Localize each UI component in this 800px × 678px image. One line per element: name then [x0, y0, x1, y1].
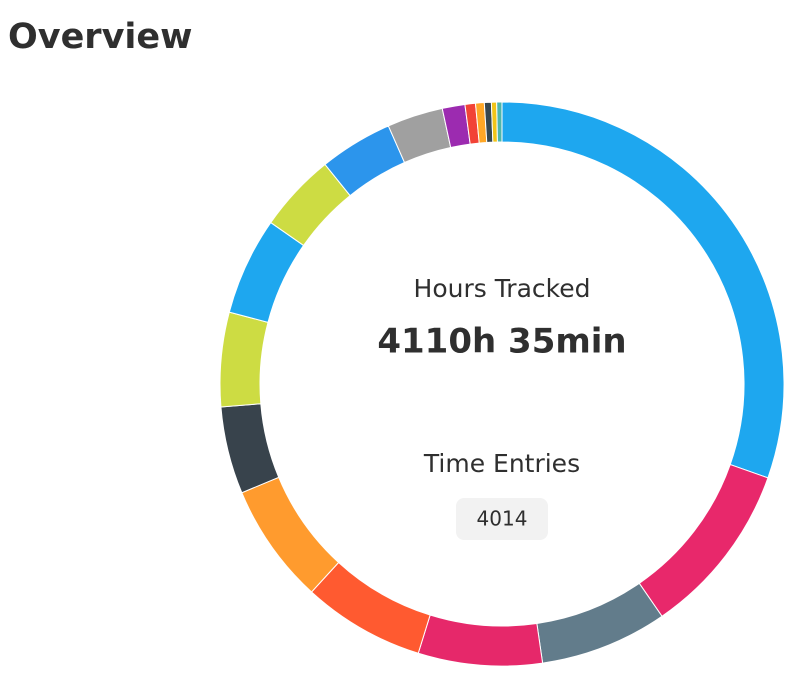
entries-label: Time Entries [423, 449, 580, 478]
donut-segment [496, 101, 503, 143]
page-title: Overview [8, 17, 192, 57]
donut-segment [219, 311, 269, 408]
donut-chart [219, 101, 785, 667]
donut-segment [638, 463, 769, 617]
hours-label: Hours Tracked [414, 274, 591, 303]
entries-badge [456, 498, 548, 540]
donut-segment [536, 582, 663, 664]
donut-segment [241, 476, 340, 593]
donut-segment [417, 614, 544, 667]
entries-value: 4014 [477, 507, 528, 531]
donut-segment [310, 561, 431, 654]
donut-segment [220, 403, 280, 494]
hours-value: 4110h 35min [377, 322, 626, 362]
